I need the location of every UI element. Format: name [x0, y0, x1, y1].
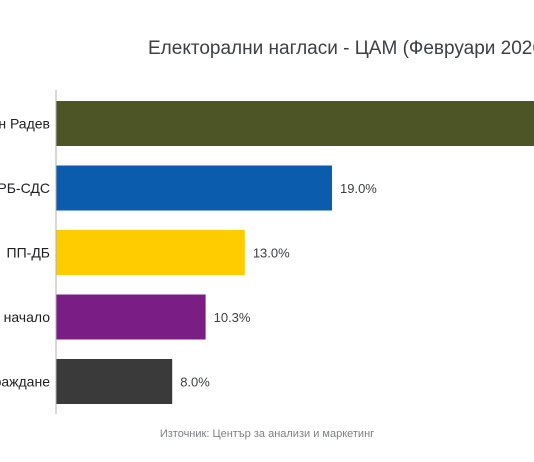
value-label: 8.0% — [180, 375, 210, 390]
category-label: РБ-СДС — [0, 180, 50, 196]
source-note: Източник: Център за анализи и маркетинг — [159, 428, 375, 440]
chart-title: Електорални нагласи - ЦАМ (Февруари 2026 — [148, 38, 534, 59]
value-label: 19.0% — [340, 181, 377, 196]
bar — [56, 165, 332, 211]
value-label: 13.0% — [253, 246, 290, 261]
bar — [56, 294, 206, 340]
category-label: ен Радев — [0, 116, 50, 132]
bar — [56, 101, 534, 146]
bar — [56, 230, 245, 275]
category-label: раждане — [0, 374, 50, 390]
category-label: ПП-ДБ — [7, 245, 50, 261]
bar — [56, 359, 173, 404]
category-label: о начало — [0, 309, 50, 325]
value-label: 10.3% — [214, 310, 251, 325]
